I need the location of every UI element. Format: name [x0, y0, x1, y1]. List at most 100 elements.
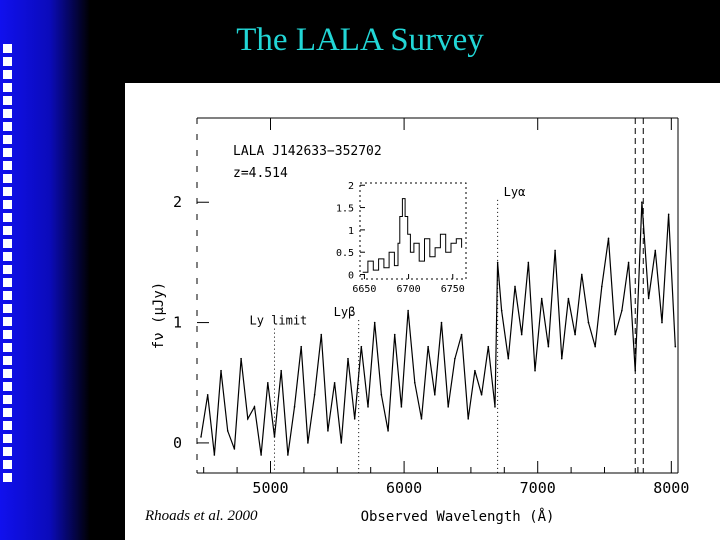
slide-title: The LALA Survey [236, 22, 484, 58]
spectrum-data-point [440, 321, 443, 324]
x-tick-label: 5000 [252, 479, 288, 497]
spectrum-data-point [206, 393, 209, 396]
spectrum-data-point [514, 285, 516, 288]
spectrum-data-point [393, 333, 396, 336]
spectrum-data-point [400, 406, 403, 408]
inset-x-tick-label: 6750 [441, 284, 465, 295]
spectrum-data-point [574, 333, 576, 336]
bullet-square [3, 213, 12, 222]
bullet-square [3, 161, 12, 170]
spectrum-data-point [487, 345, 490, 348]
annotation-label: Lyβ [334, 305, 356, 319]
inset-frame [359, 182, 467, 280]
bullet-square [3, 44, 12, 53]
bullet-square [3, 421, 12, 430]
bullet-square [3, 278, 12, 287]
spectrum-data-point [360, 345, 363, 348]
spectrum-data-point [520, 333, 523, 336]
bullet-square [3, 96, 12, 105]
bullet-square [3, 382, 12, 391]
redshift-label: z=4.514 [233, 166, 288, 181]
spectrum-data-point [594, 345, 596, 348]
spectrum-data-point [246, 418, 249, 420]
spectrum-data-point [287, 454, 289, 456]
inset-x-tick-label: 6650 [352, 284, 376, 295]
spectrum-data-point [313, 393, 316, 396]
x-tick-label: 6000 [386, 479, 422, 497]
spectrum-data-point [614, 333, 617, 336]
spectrum-data-point [253, 406, 256, 408]
y-tick-label: 1 [173, 314, 182, 332]
spectrum-data-point [407, 309, 409, 312]
spectrum-data-point [420, 418, 423, 420]
spectrum-data-point [654, 249, 657, 252]
inset-y-tick-label: 0 [348, 271, 354, 282]
spectrum-data-point [213, 454, 216, 456]
bullet-square [3, 343, 12, 352]
credit-text: Rhoads et al. 2000 [145, 508, 258, 524]
spectrum-data-point [581, 273, 583, 276]
spectrum-data-point [500, 309, 503, 312]
spectrum-data-point [496, 261, 499, 264]
bullet-square [3, 70, 12, 79]
spectrum-data-point [320, 333, 323, 336]
spectrum-data-point [427, 345, 429, 348]
spectrum-data-point [547, 345, 550, 348]
bullet-square [3, 239, 12, 248]
spectrum-data-point [353, 418, 356, 420]
spectrum-data-point [367, 406, 369, 408]
bullet-square [3, 252, 12, 261]
inset-series-line [362, 198, 463, 273]
y-axis-label: fν (μJy) [151, 282, 167, 349]
spectrum-data-point [667, 213, 670, 216]
spectrum-data-point [474, 369, 476, 372]
bullet-square [3, 460, 12, 469]
spectrum-data-point [307, 442, 309, 444]
spectrum-data-point [267, 381, 269, 384]
spectrum-chart: 5000 6000 7000 8000 0 1 2 Observed Wavelength (… [151, 117, 689, 525]
bullet-square [3, 473, 12, 482]
bullet-square [3, 369, 12, 378]
spectrum-data-point [641, 201, 643, 204]
spectrum-data-point [627, 261, 630, 264]
spectrum-data-point [540, 297, 543, 300]
sidebar-strip [0, 0, 90, 540]
bullet-square [3, 330, 12, 339]
y-tick-label: 2 [173, 193, 182, 211]
inset-y-tick-label: 1 [348, 226, 354, 237]
bullet-square [3, 395, 12, 404]
spectrum-data-point [280, 369, 282, 372]
spectrum-data-point [380, 393, 383, 396]
spectrum-data-point [560, 357, 563, 360]
spectrum-data-point [460, 333, 463, 336]
annotation-label: Ly limit [249, 314, 307, 328]
bullet-square [3, 187, 12, 196]
x-axis-label: Observed Wavelength (Å) [361, 508, 555, 525]
spectrum-data-point [240, 357, 242, 360]
inset-y-tick-label: 2 [348, 181, 354, 192]
inset-y-tick-label: 1.5 [336, 204, 354, 215]
bullet-square [3, 447, 12, 456]
spectrum-data-point [260, 454, 262, 456]
spectrum-data-point [327, 430, 329, 432]
spectrum-data-point [494, 406, 496, 408]
spectrum-data-point [527, 261, 530, 264]
y-tick-label: 0 [173, 434, 182, 452]
bullet-square [3, 135, 12, 144]
spectrum-data-point [480, 393, 483, 396]
bullet-square [3, 291, 12, 300]
spectrum-data-point [233, 448, 236, 450]
object-name: LALA J142633−352702 [233, 144, 382, 159]
inset-x-tick-label: 6700 [397, 284, 421, 295]
spectrum-data-point [387, 430, 389, 432]
spectrum-data-point [200, 436, 202, 438]
bullet-square [3, 109, 12, 118]
bullet-square [3, 317, 12, 326]
spectrum-data-point [634, 369, 637, 372]
spectrum-data-point [587, 321, 590, 324]
spectrum-data-point [534, 369, 536, 372]
x-tick-label: 7000 [520, 479, 556, 497]
spectrum-data-point [373, 321, 376, 324]
x-tick-label: 8000 [653, 479, 689, 497]
decorative-bullets [3, 44, 23, 486]
